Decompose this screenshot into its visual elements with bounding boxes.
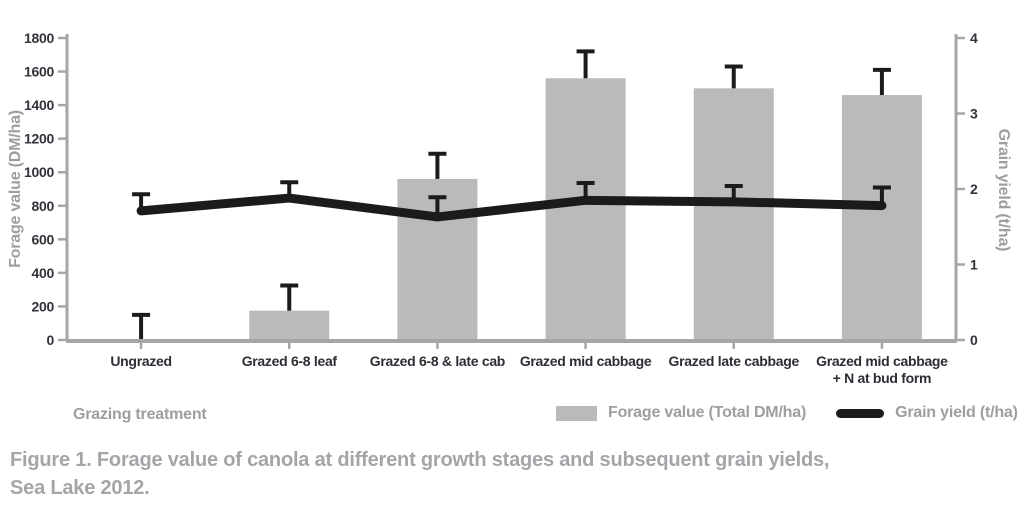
right-tick-label-0: 0 [970, 332, 978, 348]
grain-yield-legend-label: Grain yield (t/ha) [895, 404, 1018, 421]
bar-1 [249, 310, 330, 340]
left-tick-label-1400: 1400 [24, 97, 54, 113]
left-axis-title: Forage value (DM/ha) [7, 110, 24, 268]
left-tick-label-1000: 1000 [24, 164, 54, 180]
left-tick-label-1200: 1200 [24, 131, 54, 147]
category-label-1: Grazed 6-8 leaf [242, 353, 338, 369]
left-tick-label-600: 600 [32, 231, 55, 247]
left-tick-label-0: 0 [47, 332, 55, 348]
left-tick-label-400: 400 [32, 265, 55, 281]
bar-3 [545, 78, 626, 341]
category-label-0: Ungrazed [110, 353, 171, 369]
category-label-3: Grazed mid cabbage [520, 353, 652, 369]
right-axis-title: Grain yield (t/ha) [995, 128, 1012, 252]
left-tick-label-200: 200 [32, 298, 55, 314]
category-label-5: Grazed mid cabbage + N at bud form [816, 353, 948, 386]
left-tick-label-800: 800 [32, 198, 55, 214]
caption-line-2: Sea Lake 2012. [10, 477, 150, 499]
right-tick-label-2: 2 [970, 181, 978, 197]
bar-5 [841, 95, 922, 341]
category-label-2: Grazed 6-8 & late cab [370, 353, 505, 369]
right-tick-label-1: 1 [970, 257, 978, 273]
bar-4 [693, 88, 774, 340]
figure-caption: Figure 1. Forage value of canola at diff… [10, 446, 1010, 502]
forage-value-legend-label: Forage value (Total DM/ha) [608, 404, 807, 421]
category-label-4: Grazed late cabbage [669, 353, 800, 369]
chart-canvas: 0 200 400 600 800 1000 1200 1400 1600 1800 0 1 2 3 4 Un… [24, 30, 978, 386]
legend: Forage value (Total DM/ha) Grain yield (… [556, 404, 1018, 422]
right-tick-label-3: 3 [970, 106, 978, 122]
forage-value-swatch-icon [556, 405, 597, 421]
chart-area: 0 200 400 600 800 1000 1200 1400 1600 1800 0 1 2 3 4 Un… [7, 30, 1018, 423]
left-tick-label-1800: 1800 [24, 30, 54, 46]
grain-yield-line [136, 193, 887, 222]
left-tick-label-1600: 1600 [24, 64, 54, 80]
grain-yield-line-swatch-icon [836, 408, 885, 418]
right-tick-label-4: 4 [970, 30, 978, 46]
caption-line-1: Figure 1. Forage value of canola at diff… [10, 449, 830, 471]
x-axis-title: Grazing treatment [73, 406, 207, 423]
